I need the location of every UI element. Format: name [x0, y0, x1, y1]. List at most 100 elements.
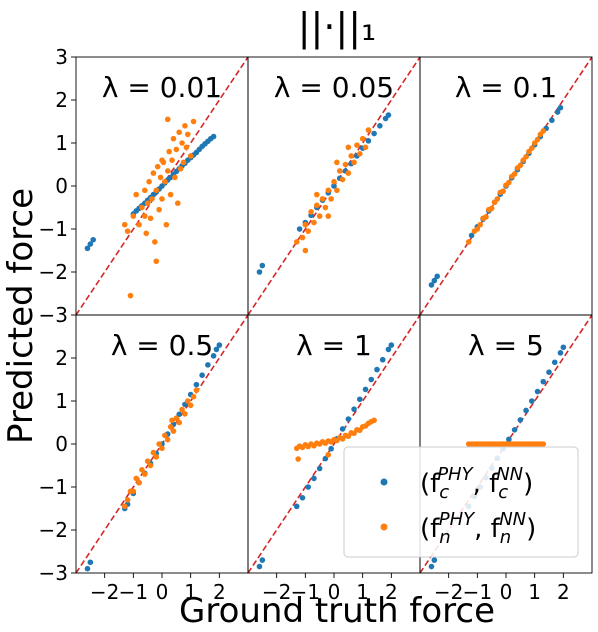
data-point-n [540, 128, 547, 134]
x-tick-label: 2 [213, 580, 226, 604]
data-point-n [359, 135, 366, 142]
panel-label: λ = 5 [468, 329, 544, 362]
data-point-n [308, 209, 314, 215]
data-point-c [193, 381, 200, 388]
data-point-c [87, 241, 94, 247]
data-point-c [385, 112, 392, 118]
data-point-n [164, 168, 171, 174]
data-point-n [173, 415, 180, 422]
data-point-n [187, 153, 194, 159]
data-point-n [159, 445, 165, 452]
data-point-n [179, 406, 185, 413]
data-point-n [354, 142, 360, 148]
y-tick-label: −2 [39, 260, 68, 284]
data-point-n [540, 441, 547, 447]
legend-marker-n [380, 523, 388, 531]
y-tick-label: 2 [55, 346, 68, 370]
data-point-c [199, 372, 205, 379]
data-point-c [87, 559, 94, 566]
data-point-n [325, 187, 332, 194]
data-point-n [529, 145, 535, 151]
data-point-n [325, 213, 332, 219]
legend-label-n: (fnPHY, fnNN) [420, 509, 536, 548]
data-point-n [523, 153, 529, 160]
data-point-c [84, 565, 91, 572]
data-point-n [153, 258, 160, 265]
data-point-n [334, 159, 340, 166]
data-point-n [153, 454, 160, 460]
data-point-c [296, 226, 303, 232]
data-point-n [142, 187, 148, 194]
data-point-c [431, 277, 438, 284]
data-point-c [210, 133, 217, 140]
legend: (fcPHY, fcNN) (fnPHY, fnNN) [343, 446, 579, 558]
data-point-n [164, 436, 171, 443]
identity-line [248, 315, 420, 573]
data-point-n [339, 176, 346, 183]
data-point-n [156, 206, 162, 213]
legend-label-c: (fcPHY, fcNN) [420, 464, 533, 503]
data-point-c [339, 426, 346, 432]
data-point-n [147, 215, 154, 222]
data-point-n [153, 187, 160, 194]
y-tick-label: 1 [55, 389, 68, 413]
data-point-n [345, 170, 352, 176]
data-point-n [465, 239, 472, 245]
y-tick-label: −3 [39, 303, 68, 327]
data-point-n [185, 131, 191, 138]
data-point-n [362, 144, 369, 151]
data-point-n [162, 432, 168, 439]
panel-label: λ = 0.01 [102, 71, 222, 104]
panel-plot-area [248, 57, 420, 315]
data-point-n [170, 428, 177, 434]
data-point-c [377, 123, 383, 129]
data-point-c [90, 236, 96, 243]
data-point-n [342, 161, 349, 168]
data-point-n [180, 159, 187, 166]
x-tick-label: −1 [291, 580, 320, 604]
y-axis-label: Predicted force [1, 188, 41, 444]
data-point-n [166, 148, 172, 155]
legend-c-open: (f [420, 469, 440, 499]
x-tick-label: −2 [262, 580, 291, 604]
legend-n-close: ) [526, 514, 536, 544]
data-point-n [142, 471, 148, 477]
x-tick-label: 1 [184, 580, 197, 604]
data-point-c [554, 109, 561, 115]
data-point-n [325, 451, 332, 458]
data-point-c [351, 406, 357, 412]
data-point-n [365, 127, 372, 133]
data-point-n [319, 196, 326, 202]
x-tick-label: 0 [500, 580, 513, 604]
panel-plot-area [420, 315, 592, 573]
data-point-n [511, 171, 518, 177]
data-point-n [187, 402, 194, 409]
data-point-c [468, 232, 475, 239]
data-point-c [362, 386, 369, 393]
data-point-c [534, 388, 541, 395]
data-point-c [256, 269, 263, 275]
data-point-n [169, 157, 175, 163]
data-point-n [190, 118, 197, 125]
data-point-n [136, 221, 142, 228]
data-point-c [506, 436, 512, 443]
legend-n-comma: , f [474, 514, 501, 544]
data-point-n [150, 449, 157, 456]
data-point-n [345, 144, 352, 151]
legend-n-sup2: NN [499, 509, 526, 530]
data-point-c [316, 465, 323, 472]
data-point-n [348, 153, 355, 159]
data-point-n [130, 488, 137, 495]
data-point-c [322, 455, 329, 462]
y-tick-label: 0 [55, 432, 68, 456]
panel-plot-area [420, 57, 592, 315]
data-point-c [379, 356, 386, 363]
data-point-c [331, 183, 337, 189]
data-point-c [523, 407, 529, 414]
legend-n-sub1: n [439, 527, 450, 548]
data-point-c [210, 353, 217, 359]
data-point-n [167, 424, 174, 430]
panel-label: λ = 0.5 [111, 329, 213, 362]
